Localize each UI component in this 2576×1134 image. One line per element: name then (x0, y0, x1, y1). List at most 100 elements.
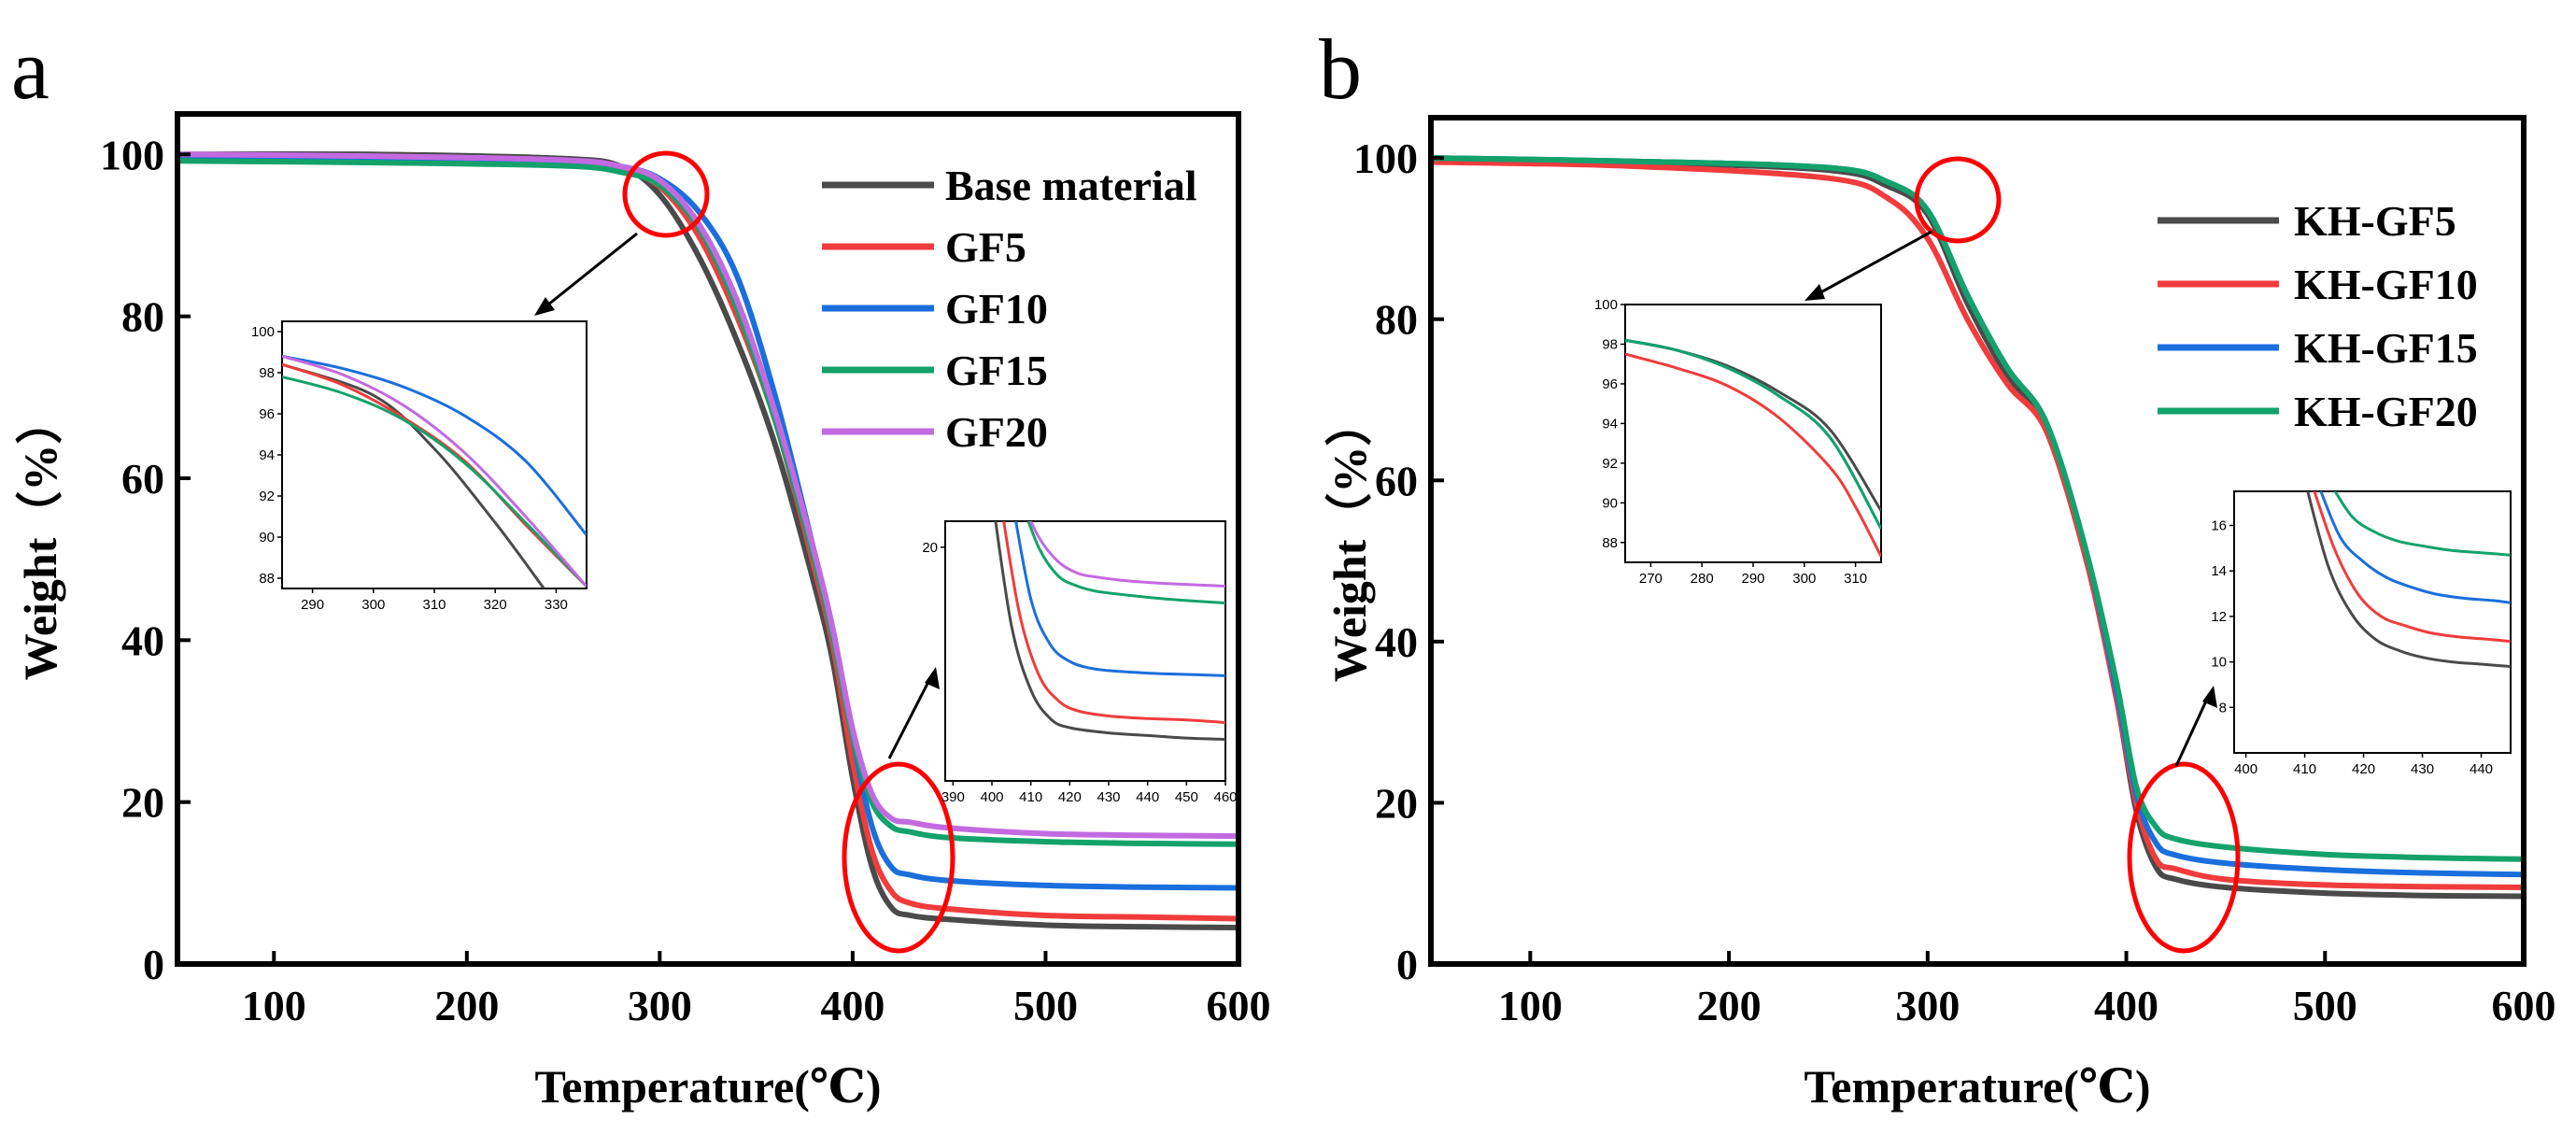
panel-a-zoom-circle-upper (622, 150, 710, 238)
panel-b-zoom-circle-upper (1914, 156, 2002, 244)
panel-label-a: a (11, 21, 50, 117)
inset-x-tick-label: 410 (2293, 761, 2316, 777)
inset-x-tick-label: 430 (1097, 789, 1120, 805)
inset-x-tick-label: 460 (1213, 789, 1237, 805)
y-tick-label: 40 (121, 617, 164, 664)
inset-x-tick-label: 420 (1058, 789, 1082, 805)
panel-a-arrow-lower (887, 677, 932, 759)
panel-a-arrowhead-lower (925, 667, 940, 689)
y-tick-label: 100 (100, 131, 164, 178)
y-tick-label: 80 (121, 293, 164, 341)
inset-series-line (282, 354, 587, 536)
inset-y-tick-label: 90 (259, 530, 275, 546)
inset-y-tick-label: 100 (1594, 297, 1618, 313)
inset-series-line (2333, 491, 2511, 557)
panel-b-y-ticks: 0 20 40 60 80 100 (1353, 135, 1444, 988)
inset-frame (1624, 304, 1882, 563)
inset-series-line (1014, 521, 1225, 677)
panel-a: a 100 200 300 400 500 600 0 20 40 60 80 100 Temper… (11, 21, 1271, 1113)
panel-b-arrowhead-lower (2202, 686, 2217, 708)
panel-a-x-axis-label: Temperature(℃) (535, 1060, 882, 1113)
y-tick-label: 0 (143, 941, 164, 988)
inset-x-tick-label: 290 (301, 597, 324, 613)
inset-y-tick-label: 92 (259, 489, 275, 504)
panel-a-arrow-upper (543, 232, 638, 310)
inset-y-tick-label: 10 (2211, 655, 2227, 671)
inset-series-line (2313, 491, 2511, 644)
x-tick-label: 500 (2293, 982, 2357, 1029)
panel-a-arrowhead-upper (534, 297, 555, 316)
inset-x-tick-label: 410 (1019, 789, 1042, 805)
inset-x-tick-label: 270 (1639, 571, 1663, 587)
legend-label: KH-GF20 (2294, 388, 2478, 435)
inset-series-line (994, 521, 1225, 741)
y-tick-label: 20 (121, 779, 164, 827)
inset-x-tick-label: 390 (941, 789, 965, 805)
panel-b-arrow-upper (1815, 230, 1932, 297)
panel-b-x-ticks: 100 200 300 400 500 600 (1498, 951, 2556, 1029)
series-line-gf20 (177, 151, 1238, 840)
y-tick-label: 100 (1353, 135, 1418, 182)
legend-label: Base material (945, 162, 1197, 209)
inset-x-tick-label: 280 (1691, 571, 1714, 587)
panel-b-inset-lower: 400 410 420 430 440 8 10 12 14 16 (2211, 490, 2512, 777)
inset-x-tick-label: 300 (1792, 571, 1816, 587)
x-tick-label: 100 (242, 982, 306, 1029)
inset-y-tick-label: 92 (1602, 456, 1618, 472)
panel-b-inset-upper: 270 280 290 300 310 88 90 92 94 96 98 100 (1594, 297, 1882, 587)
inset-y-tick-label: 100 (251, 324, 275, 340)
inset-x-tick-label: 310 (1844, 571, 1867, 587)
x-tick-label: 200 (434, 982, 499, 1029)
x-tick-label: 300 (628, 982, 692, 1029)
legend-label: GF15 (945, 347, 1048, 394)
inset-y-tick-label: 90 (1602, 495, 1618, 511)
y-tick-label: 60 (121, 455, 164, 503)
panel-a-series-group (177, 150, 1238, 930)
legend-label: KH-GF5 (2294, 197, 2456, 245)
panel-b: b 100 200 300 400 500 600 0 20 40 60 80 100 Temper… (1319, 21, 2556, 1113)
inset-x-tick-label: 290 (1741, 571, 1764, 587)
inset-x-tick-label: 400 (980, 789, 1003, 805)
inset-x-tick-label: 450 (1175, 789, 1198, 805)
panel-b-arrowhead-upper (1805, 284, 1825, 301)
inset-y-tick-label: 88 (1602, 535, 1618, 551)
x-tick-label: 400 (2094, 982, 2158, 1029)
panel-b-y-axis-label: Weight（%） (1323, 400, 1376, 683)
inset-series-line (282, 354, 587, 588)
y-tick-label: 60 (1375, 457, 1418, 504)
inset-series-line (2306, 491, 2511, 668)
inset-y-tick-label: 20 (922, 540, 938, 556)
x-tick-label: 400 (820, 982, 885, 1029)
inset-series-line (1028, 521, 1225, 588)
inset-series-line (1625, 338, 1881, 530)
legend-label: KH-GF10 (2294, 261, 2478, 308)
inset-y-tick-label: 96 (1602, 376, 1618, 392)
inset-series-line (282, 375, 587, 588)
inset-frame (281, 320, 587, 589)
panel-a-zoom-circle-lower (842, 761, 955, 954)
inset-y-tick-label: 98 (1602, 336, 1618, 352)
inset-series-line (1026, 521, 1225, 605)
inset-frame (944, 520, 1226, 782)
inset-y-tick-label: 12 (2211, 609, 2227, 625)
panel-a-plot-frame (175, 111, 1241, 967)
inset-x-tick-label: 430 (2411, 761, 2434, 777)
y-tick-label: 80 (1375, 296, 1418, 344)
panel-b-plot-frame (1428, 115, 2526, 967)
inset-y-tick-label: 8 (2219, 700, 2227, 716)
panel-b-x-axis-label: Temperature(℃) (1805, 1060, 2151, 1113)
inset-frame (2233, 490, 2512, 754)
inset-series-line (2319, 491, 2511, 604)
inset-series-line (1002, 521, 1225, 724)
panel-a-y-ticks: 0 20 40 60 80 100 (100, 131, 191, 988)
panel-b-zoom-circle-lower (2127, 761, 2241, 954)
y-tick-label: 20 (1375, 779, 1418, 827)
inset-x-tick-label: 330 (545, 597, 568, 613)
inset-y-tick-label: 88 (259, 571, 275, 587)
panel-a-x-ticks: 100 200 300 400 500 600 (242, 951, 1271, 1029)
panel-a-legend: Base material GF5 GF10 GF15 GF20 (822, 162, 1197, 456)
panel-a-inset-lower: 390 400 410 420 430 440 450 460 20 (922, 520, 1238, 805)
inset-x-tick-label: 440 (1136, 789, 1159, 805)
inset-x-tick-label: 400 (2234, 761, 2258, 777)
